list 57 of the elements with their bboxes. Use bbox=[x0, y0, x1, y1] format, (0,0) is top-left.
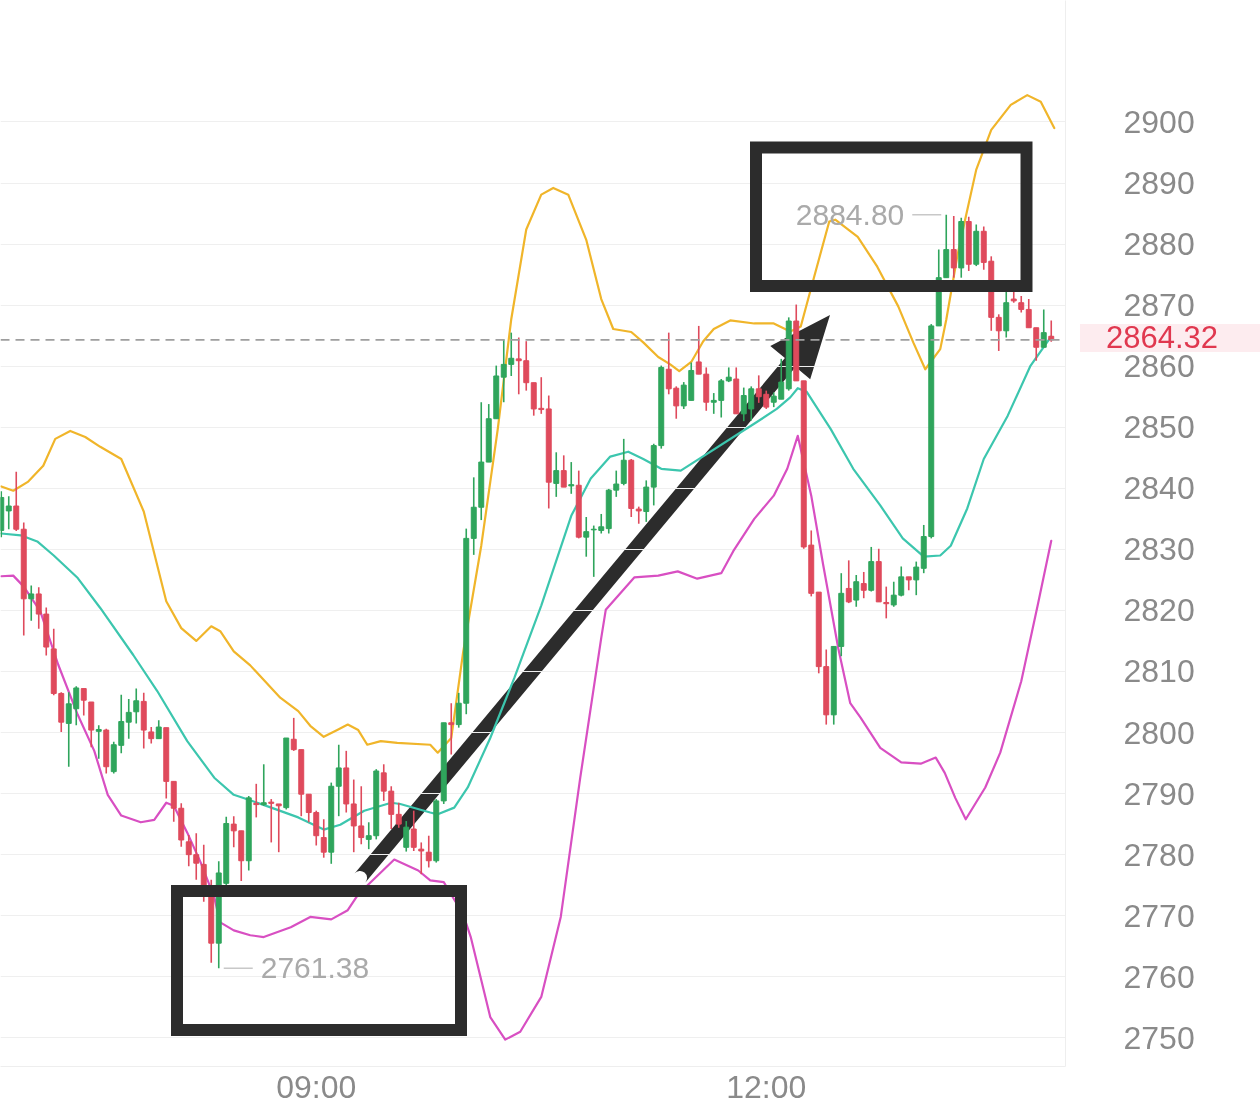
candlestick bbox=[883, 585, 890, 620]
y-tick-label: 2900 bbox=[1123, 104, 1195, 140]
candlestick bbox=[358, 785, 365, 846]
candlestick bbox=[28, 584, 35, 622]
candlestick bbox=[448, 702, 455, 756]
candlestick bbox=[410, 809, 417, 852]
x-tick-label: 09:00 bbox=[276, 1068, 357, 1105]
y-tick-label: 2880 bbox=[1123, 226, 1195, 263]
candlestick bbox=[560, 454, 567, 488]
candlestick bbox=[845, 559, 852, 604]
line-series bbox=[0, 94, 1056, 754]
candlestick bbox=[253, 783, 260, 819]
y-tick-label: 2830 bbox=[1123, 531, 1195, 568]
candlestick bbox=[155, 719, 162, 740]
line-series bbox=[0, 434, 1053, 1041]
x-tick-label: 12:00 bbox=[726, 1068, 807, 1105]
y-tick-label: 2780 bbox=[1123, 836, 1195, 873]
y-tick-label: 2760 bbox=[1123, 958, 1195, 995]
candlestick bbox=[125, 698, 132, 740]
candlestick bbox=[553, 451, 560, 498]
y-tick-label: 2820 bbox=[1123, 592, 1195, 629]
y-tick-label: 2770 bbox=[1123, 897, 1195, 934]
candlestick bbox=[350, 778, 357, 853]
candlestick bbox=[335, 743, 342, 817]
candlestick bbox=[913, 560, 920, 596]
candlestick bbox=[80, 687, 87, 717]
y-tick-label: 2850 bbox=[1123, 409, 1195, 446]
candlestick bbox=[35, 586, 42, 630]
candlestick bbox=[395, 801, 402, 829]
candlestick bbox=[95, 724, 102, 760]
candlestick bbox=[950, 215, 957, 279]
y-tick-label: 2840 bbox=[1123, 470, 1195, 507]
y-tick-label: 2790 bbox=[1123, 775, 1195, 812]
candlestick bbox=[860, 571, 867, 600]
candlestick bbox=[418, 841, 425, 875]
candlestick bbox=[568, 461, 575, 495]
candlestick bbox=[133, 687, 140, 725]
candlestick bbox=[268, 798, 275, 844]
annotation: 2884.80 bbox=[795, 197, 905, 231]
y-tick-label: 2890 bbox=[1123, 165, 1195, 202]
candlestick bbox=[275, 803, 282, 853]
candlestick bbox=[13, 471, 20, 532]
candlestick bbox=[425, 834, 432, 869]
candlestick bbox=[260, 763, 267, 807]
candlestick bbox=[403, 820, 410, 853]
candlestick bbox=[853, 574, 860, 608]
y-tick-label: 2800 bbox=[1123, 714, 1195, 751]
annotation: 2761.38 bbox=[260, 951, 370, 985]
y-tick-label: 2810 bbox=[1123, 653, 1195, 690]
candlestick bbox=[995, 313, 1002, 352]
candlestick bbox=[620, 438, 627, 487]
candlestick bbox=[5, 495, 12, 531]
y-tick-label: 2750 bbox=[1123, 1019, 1195, 1056]
candlestick bbox=[635, 505, 642, 525]
candlestick bbox=[320, 818, 327, 859]
candlestick bbox=[583, 516, 590, 558]
candlestick bbox=[1040, 308, 1047, 349]
